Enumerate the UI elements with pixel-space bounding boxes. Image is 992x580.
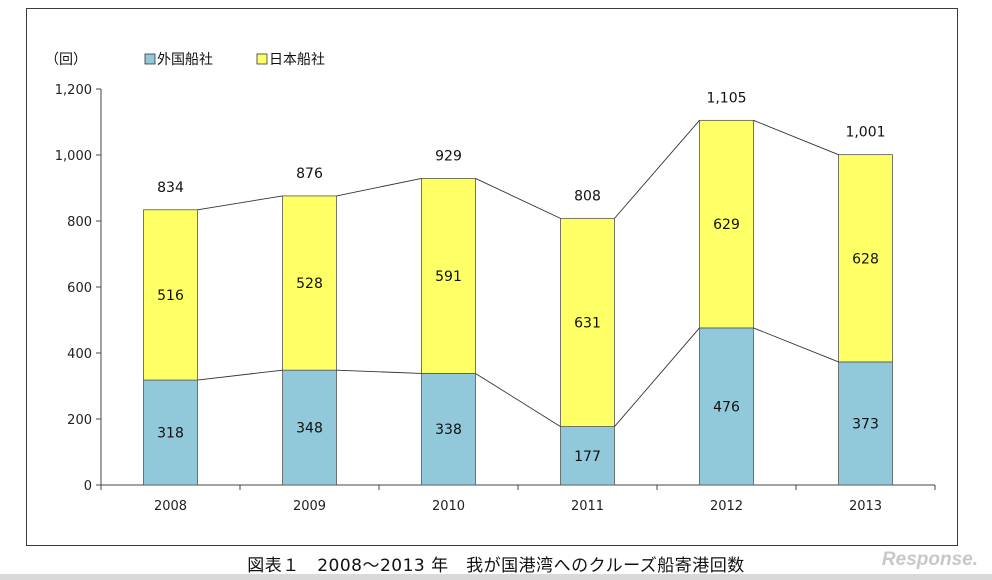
connector-line-total <box>336 177 422 197</box>
connector-line-foreign <box>753 327 839 363</box>
y-unit-label: （回） <box>45 52 87 68</box>
total-value-label: 876 <box>296 166 323 182</box>
segment-value-label: 177 <box>574 449 601 465</box>
connector-line-foreign <box>475 373 561 427</box>
segment-value-label: 476 <box>713 399 740 415</box>
x-category-label: 2010 <box>432 499 465 514</box>
connector-line-total <box>197 195 283 211</box>
connector-line-foreign <box>614 327 700 427</box>
y-tick-label: 0 <box>84 479 92 494</box>
stacked-bar-chart: 0 200 400 600 800 1,000 1,200 （回） 外国船社 日本船社 318 516… <box>45 52 936 514</box>
total-value-label: 808 <box>574 188 601 204</box>
segment-value-label: 631 <box>574 315 601 331</box>
y-tick-label: 800 <box>67 215 92 230</box>
y-tick-label: 1,000 <box>55 149 92 164</box>
x-category-label: 2013 <box>849 499 882 514</box>
bar-segment-foreign <box>699 327 754 486</box>
bar-segment-foreign <box>421 373 476 486</box>
y-tick-label: 1,200 <box>55 83 92 98</box>
bar-segment-japanese <box>560 217 615 427</box>
x-category-label: 2009 <box>293 499 326 514</box>
bottom-scrollbar-strip <box>0 574 992 580</box>
segment-value-label: 628 <box>852 251 879 267</box>
response-watermark: Response. <box>881 549 978 570</box>
legend-swatch-foreign <box>144 53 156 65</box>
bar-segment-foreign <box>838 361 893 486</box>
bar-segment-japanese <box>282 195 337 371</box>
segment-value-label: 516 <box>157 288 184 304</box>
legend-label-foreign: 外国船社 <box>157 52 213 68</box>
segment-value-label: 318 <box>157 426 184 442</box>
total-value-label: 929 <box>435 148 462 164</box>
segment-value-label: 373 <box>852 416 879 432</box>
connector-line-total <box>475 178 561 219</box>
connector-line-total <box>753 119 839 156</box>
connector-line-foreign <box>197 369 283 381</box>
figure-caption: 図表１ 2008～2013 年 我が国港湾へのクルーズ船寄港回数 <box>247 556 745 576</box>
total-value-label: 1,001 <box>845 125 885 141</box>
segment-value-label: 338 <box>435 422 462 438</box>
connector-line-total <box>614 120 700 219</box>
bar-segment-japanese <box>421 178 476 374</box>
bar-segment-japanese <box>838 154 893 363</box>
x-category-label: 2008 <box>154 499 187 514</box>
chart-frame: 0 200 400 600 800 1,000 1,200 （回） 外国船社 日本船社 318 516… <box>26 8 958 546</box>
x-category-label: 2011 <box>571 499 604 514</box>
legend-label-japanese: 日本船社 <box>269 52 325 68</box>
x-category-label: 2012 <box>710 499 743 514</box>
y-tick-label: 600 <box>67 281 92 296</box>
segment-value-label: 591 <box>435 269 462 285</box>
y-tick-label: 200 <box>67 413 92 428</box>
segment-value-label: 528 <box>296 276 323 292</box>
y-tick-label: 400 <box>67 347 92 362</box>
bar-segment-foreign <box>282 369 337 486</box>
segment-value-label: 629 <box>713 217 740 233</box>
segment-value-label: 348 <box>296 421 323 437</box>
bar-segment-japanese <box>143 209 198 381</box>
connector-line-foreign <box>336 369 422 374</box>
total-value-label: 834 <box>157 180 184 196</box>
bar-segment-foreign <box>143 379 198 486</box>
total-value-label: 1,105 <box>706 90 746 106</box>
bar-segment-japanese <box>699 119 754 329</box>
legend-swatch-japanese <box>256 53 268 65</box>
